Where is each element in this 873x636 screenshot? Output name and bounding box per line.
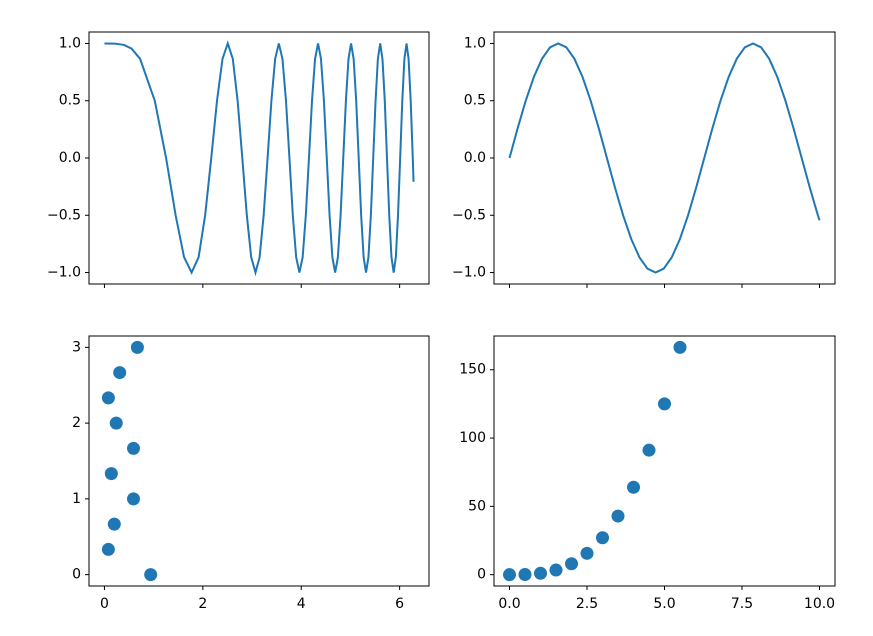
- x-tick-label: 5.0: [653, 596, 675, 612]
- point: [503, 568, 516, 582]
- point: [126, 492, 140, 506]
- point: [596, 531, 609, 545]
- point: [113, 366, 127, 380]
- y-tick-label: 0: [72, 567, 81, 583]
- point: [104, 467, 118, 481]
- y-tick-label: 1.0: [59, 35, 81, 51]
- y-tick-label: 3: [72, 339, 81, 355]
- point: [101, 542, 115, 556]
- y-tick-label: 2: [72, 415, 81, 431]
- y-tick-label: 1: [72, 491, 81, 507]
- x-tick-label: 10.0: [804, 596, 835, 612]
- axes-frame: [493, 31, 836, 285]
- x-tick-label: 2: [198, 596, 207, 612]
- point: [565, 557, 578, 571]
- point: [611, 509, 625, 523]
- point: [642, 443, 656, 457]
- axes-frame: [493, 335, 836, 587]
- x-tick-label: 0.0: [498, 596, 520, 612]
- y-tick-label: 0.5: [464, 93, 486, 109]
- point: [658, 397, 671, 411]
- y-tick-label: 0: [477, 567, 486, 583]
- point: [130, 340, 144, 354]
- axes-frame: [88, 31, 430, 285]
- y-tick-label: 150: [459, 362, 486, 378]
- point: [627, 480, 640, 494]
- point: [673, 340, 687, 354]
- x-tick-label: 2.5: [576, 596, 598, 612]
- x-tick-label: 7.5: [731, 596, 753, 612]
- line: [104, 40, 415, 277]
- point: [126, 441, 140, 455]
- point: [144, 568, 158, 582]
- y-tick-label: −0.5: [452, 207, 486, 223]
- y-tick-label: 0.5: [59, 93, 81, 109]
- y-tick-label: −1.0: [47, 265, 81, 281]
- y-tick-label: −0.5: [47, 207, 81, 223]
- point: [580, 546, 594, 560]
- y-tick-label: 0.0: [59, 150, 81, 166]
- x-tick-label: 4: [297, 596, 306, 612]
- point: [109, 416, 123, 430]
- y-tick-label: 50: [468, 498, 486, 514]
- y-tick-label: 0.0: [464, 150, 486, 166]
- point: [534, 566, 547, 580]
- point: [101, 391, 115, 405]
- line: [508, 42, 821, 274]
- y-tick-label: 1.0: [464, 35, 486, 51]
- y-tick-label: −1.0: [452, 265, 486, 281]
- axes-frame: [88, 335, 430, 587]
- point: [518, 567, 532, 581]
- x-tick-label: 6: [395, 596, 404, 612]
- point: [549, 563, 563, 577]
- point: [107, 517, 121, 531]
- x-tick-label: 0: [100, 596, 109, 612]
- y-tick-label: 100: [459, 430, 486, 446]
